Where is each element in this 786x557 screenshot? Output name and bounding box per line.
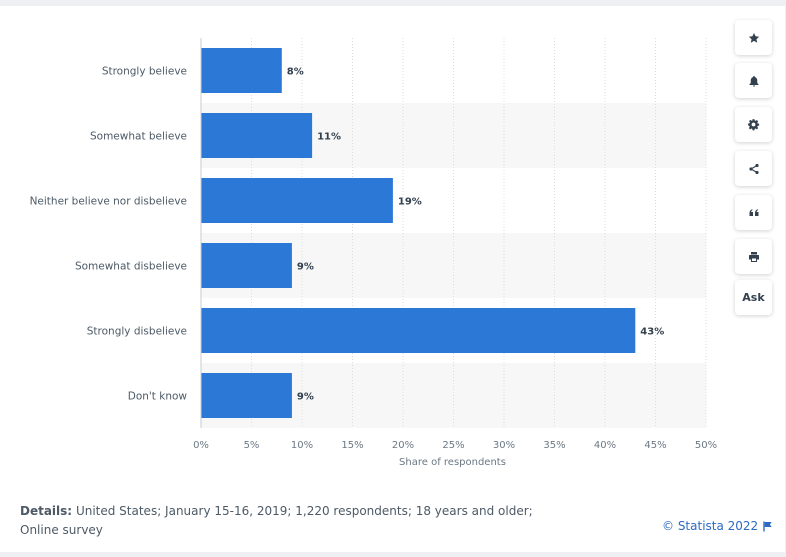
x-tick-label: 0% <box>193 440 209 451</box>
bar <box>201 48 282 93</box>
quote-icon <box>749 208 758 216</box>
bar <box>201 243 292 288</box>
category-label: Don't know <box>128 391 188 403</box>
bar-value-label: 9% <box>297 392 314 403</box>
x-tick-label: 20% <box>392 440 414 451</box>
notification-button[interactable] <box>735 63 772 98</box>
x-tick-label: 10% <box>291 440 313 451</box>
x-axis-title: Share of respondents <box>399 457 506 468</box>
x-tick-label: 50% <box>695 440 717 451</box>
details-text: Details: United States; January 15-16, 2… <box>20 502 540 540</box>
bar-value-label: 11% <box>317 132 341 143</box>
bell-icon <box>749 75 758 87</box>
copyright-link[interactable]: © Statista 2022 <box>662 519 773 533</box>
bar <box>201 373 292 418</box>
flag-icon <box>763 521 772 531</box>
bar-chart: 8% Strongly believe 11% Somewhat believe 19%… <box>30 38 717 468</box>
x-tick-label: 30% <box>493 440 515 451</box>
bar-value-label: 43% <box>640 327 664 338</box>
ask-label: Ask <box>742 291 765 304</box>
gear-icon <box>748 119 760 131</box>
ask-button[interactable]: Ask <box>735 280 772 315</box>
x-tick-label: 45% <box>644 440 666 451</box>
category-label: Strongly believe <box>102 66 187 78</box>
bar <box>201 178 393 223</box>
details-value: United States; January 15-16, 2019; 1,22… <box>20 504 533 537</box>
category-label: Neither believe nor disbelieve <box>30 196 187 208</box>
category-label: Somewhat disbelieve <box>75 261 187 273</box>
details-label: Details: <box>20 504 73 518</box>
x-tick-label: 15% <box>341 440 363 451</box>
settings-button[interactable] <box>735 107 772 142</box>
bar-value-label: 19% <box>398 197 422 208</box>
cite-button[interactable] <box>735 195 772 230</box>
favorite-button[interactable] <box>735 20 772 55</box>
category-label: Somewhat believe <box>90 131 187 143</box>
x-tick-label: 35% <box>543 440 565 451</box>
category-label: Strongly disbelieve <box>87 326 187 338</box>
x-tick-label: 5% <box>244 440 260 451</box>
bar <box>201 113 313 158</box>
x-tick-label: 40% <box>594 440 616 451</box>
bar-value-label: 8% <box>287 67 304 78</box>
bar <box>201 308 636 353</box>
print-icon <box>748 251 759 262</box>
chart-card: 8% Strongly believe 11% Somewhat believe 19%… <box>0 6 785 552</box>
print-button[interactable] <box>735 239 772 274</box>
share-icon <box>748 163 759 174</box>
bar-value-label: 9% <box>297 262 314 273</box>
share-button[interactable] <box>735 151 772 186</box>
copyright-text: © Statista 2022 <box>662 519 759 533</box>
x-tick-label: 25% <box>442 440 464 451</box>
star-icon <box>748 32 759 43</box>
